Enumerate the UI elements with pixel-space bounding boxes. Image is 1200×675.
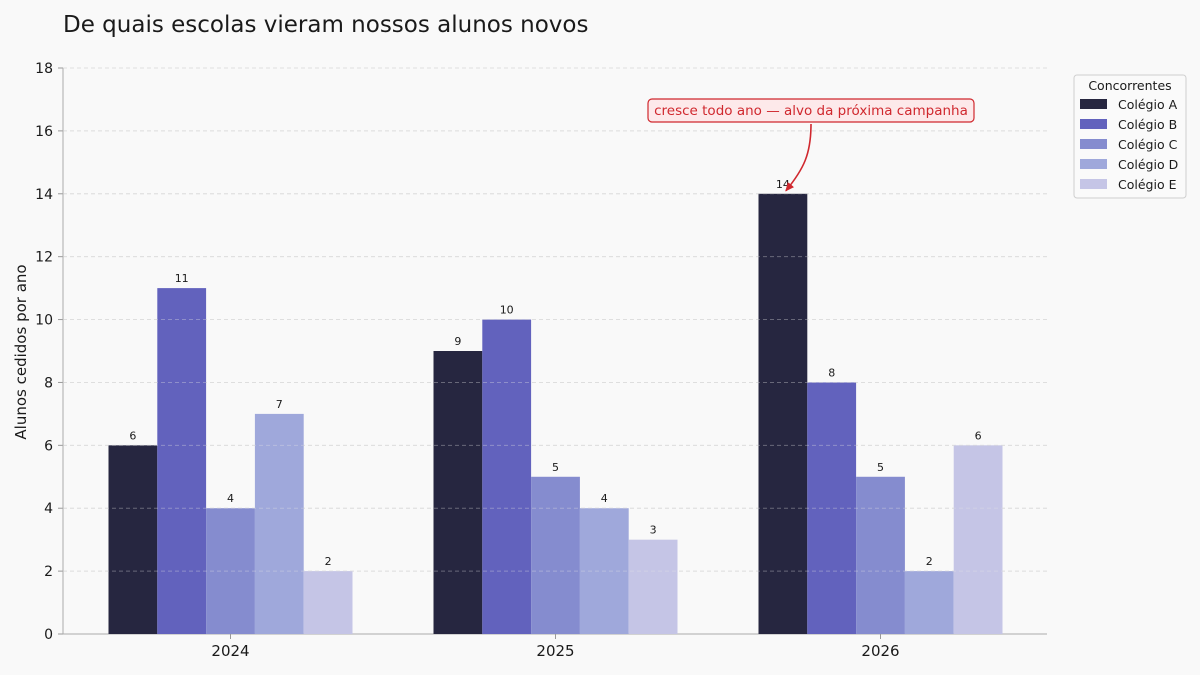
bar	[531, 476, 580, 634]
data-label: 2	[325, 555, 332, 568]
legend: Concorrentes Colégio A Colégio B Colégio C C…	[1073, 74, 1187, 199]
y-tick-label: 8	[44, 375, 53, 391]
y-tick-label: 10	[35, 313, 53, 329]
legend-swatch	[1080, 119, 1107, 129]
bar	[157, 288, 207, 634]
legend-label: Colégio A	[1118, 97, 1178, 112]
bar	[904, 571, 954, 634]
data-label: 2	[926, 555, 933, 568]
data-label: 4	[227, 492, 234, 505]
data-label: 9	[454, 335, 461, 348]
legend-swatch	[1080, 139, 1107, 149]
data-label: 4	[601, 492, 608, 505]
data-label: 11	[175, 272, 189, 285]
bar	[807, 382, 857, 634]
data-label: 10	[500, 304, 514, 317]
legend-label: Colégio B	[1118, 117, 1177, 132]
bar	[303, 571, 353, 634]
y-axis-label: Alunos cedidos por ano	[12, 264, 30, 439]
data-label: 7	[276, 398, 283, 411]
bar	[579, 508, 629, 634]
bar	[108, 445, 158, 634]
legend-title: Concorrentes	[1088, 78, 1171, 93]
x-tick-label: 2024	[211, 642, 249, 660]
y-tick-label: 12	[35, 250, 53, 266]
data-label: 6	[129, 429, 136, 442]
data-label: 5	[877, 461, 884, 474]
annotation: cresce todo ano — alvo da próxima campan…	[647, 98, 975, 192]
y-tick-label: 2	[44, 564, 53, 580]
bar	[628, 539, 678, 634]
y-tick-label: 18	[35, 61, 53, 77]
x-tick-label: 2026	[861, 642, 899, 660]
bar	[254, 413, 304, 634]
chart-title: De quais escolas vieram nossos alunos no…	[63, 12, 588, 38]
annotation-arrow	[785, 123, 812, 192]
data-label: 6	[975, 429, 982, 442]
legend-swatch	[1080, 159, 1107, 169]
category-labels: 2024 2025 2026	[211, 642, 899, 660]
legend-label: Colégio D	[1118, 157, 1178, 172]
y-tick-label: 0	[44, 627, 53, 643]
bar	[206, 508, 255, 634]
annotation-box	[647, 98, 975, 123]
y-tick-label: 4	[44, 501, 53, 517]
y-tick-label: 6	[44, 438, 53, 454]
data-label: 3	[650, 524, 657, 537]
legend-swatch	[1080, 179, 1107, 189]
annotation-text: cresce todo ano — alvo da próxima campan…	[654, 103, 968, 119]
bars	[108, 193, 1003, 634]
bar	[433, 351, 483, 634]
bar	[482, 319, 532, 634]
bar	[758, 193, 808, 634]
legend-label: Colégio C	[1118, 137, 1178, 152]
legend-label: Colégio E	[1118, 177, 1177, 192]
data-label: 5	[552, 461, 559, 474]
bar	[856, 476, 905, 634]
y-tick-label: 14	[35, 187, 53, 203]
legend-swatch	[1080, 99, 1107, 109]
bar	[953, 445, 1003, 634]
x-tick-label: 2025	[536, 642, 574, 660]
y-tick-label: 16	[35, 124, 53, 140]
data-label: 8	[828, 366, 835, 379]
